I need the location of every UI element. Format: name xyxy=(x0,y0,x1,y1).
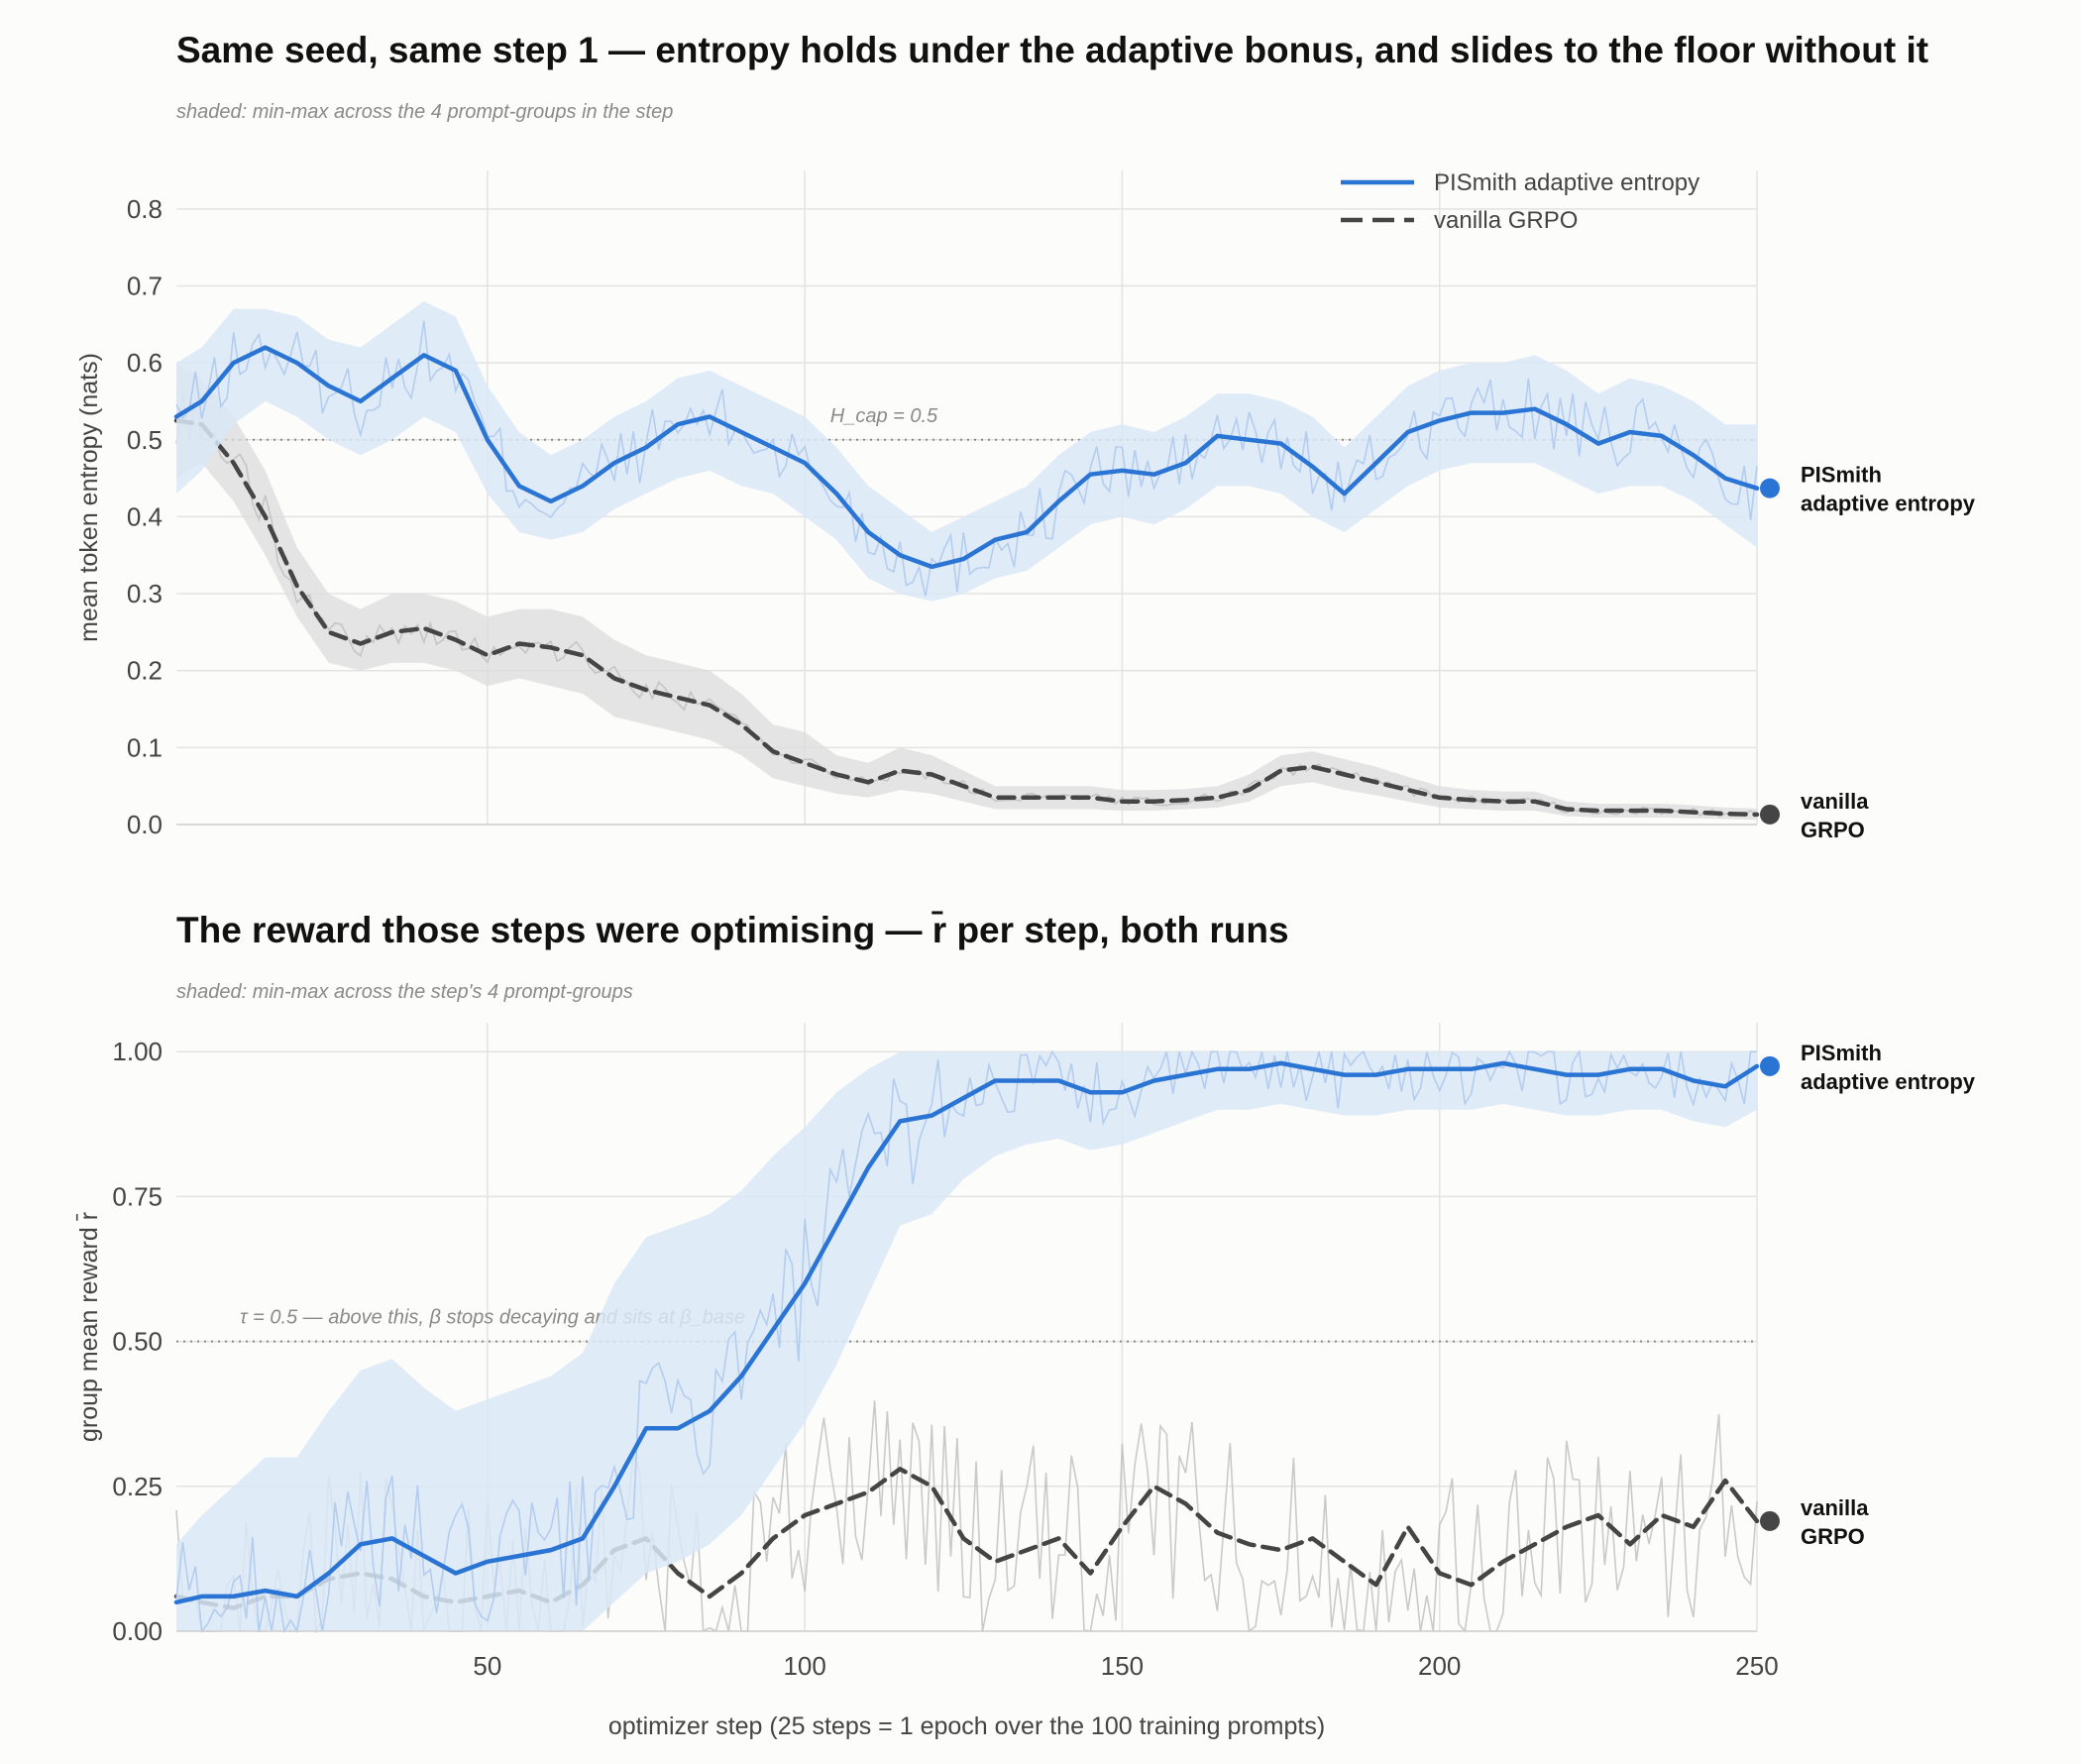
bottom-chart-subtitle: shaded: min-max across the step's 4 prom… xyxy=(176,981,633,1003)
top-vanilla-end-label: GRPO xyxy=(1801,818,1865,842)
top-ytick-label: 0.6 xyxy=(127,348,163,378)
bottom-xtick-label: 100 xyxy=(783,1651,825,1681)
top-legend-entry-vanilla: vanilla GRPO xyxy=(1434,207,1578,234)
top-pismith-end-marker xyxy=(1760,478,1780,498)
top-pismith-minmax-band xyxy=(176,301,1757,602)
bottom-xlabel: optimizer step (25 steps = 1 epoch over … xyxy=(608,1712,1325,1740)
bottom-vanilla-end-marker xyxy=(1760,1510,1780,1531)
bottom-vanilla-end-label: GRPO xyxy=(1801,1524,1865,1549)
bottom-pismith-end-label: adaptive entropy xyxy=(1801,1069,1976,1094)
top-pismith-end-label: adaptive entropy xyxy=(1801,492,1976,516)
top-ytick-label: 0.2 xyxy=(127,656,163,686)
top-ytick-label: 0.7 xyxy=(127,271,163,300)
top-ytick-label: 0.1 xyxy=(127,732,163,762)
bottom-ytick-label: 0.25 xyxy=(112,1472,163,1501)
top-reference-label: H_cap = 0.5 xyxy=(830,405,938,427)
bottom-ytick-label: 0.75 xyxy=(112,1181,163,1211)
bottom-xtick-label: 200 xyxy=(1418,1651,1461,1681)
top-ytick-label: 0.3 xyxy=(127,579,163,608)
top-ytick-label: 0.5 xyxy=(127,425,163,455)
top-ytick-label: 0.0 xyxy=(127,810,163,839)
top-legend-entry-pismith: PISmith adaptive entropy xyxy=(1434,169,1699,196)
bottom-pismith-end-marker xyxy=(1760,1055,1780,1076)
top-ytick-label: 0.4 xyxy=(127,501,163,531)
bottom-pismith-minmax-band xyxy=(176,1051,1757,1631)
top-vanilla-end-marker xyxy=(1760,804,1780,825)
bottom-pismith-end-label: PISmith xyxy=(1801,1041,1882,1065)
bottom-ytick-label: 1.00 xyxy=(112,1037,163,1066)
bottom-ytick-label: 0.00 xyxy=(112,1616,163,1646)
top-pismith-raw-trace xyxy=(175,320,1758,597)
bottom-vanilla-end-label: vanilla xyxy=(1801,1495,1869,1520)
top-chart-title: Same seed, same step 1 — entropy holds u… xyxy=(176,30,1929,70)
bottom-ylabel: group mean reward r̄ xyxy=(75,1212,103,1442)
top-vanilla-end-label: vanilla xyxy=(1801,789,1869,814)
bottom-xtick-label: 250 xyxy=(1735,1651,1778,1681)
top-ylabel: mean token entropy (nats) xyxy=(75,353,103,642)
bottom-xtick-label: 50 xyxy=(473,1651,501,1681)
bottom-ytick-label: 0.50 xyxy=(112,1327,163,1357)
bottom-xtick-label: 150 xyxy=(1101,1651,1144,1681)
top-pismith-series-line xyxy=(173,345,1760,570)
top-ytick-label: 0.8 xyxy=(127,194,163,224)
bottom-pismith-series-line xyxy=(173,1060,1760,1605)
top-vanilla-series-line xyxy=(173,418,1760,818)
top-chart-subtitle: shaded: min-max across the 4 prompt-grou… xyxy=(176,101,674,123)
bottom-chart-title: The reward those steps were optimising —… xyxy=(176,910,1289,950)
top-pismith-end-label: PISmith xyxy=(1801,463,1882,488)
